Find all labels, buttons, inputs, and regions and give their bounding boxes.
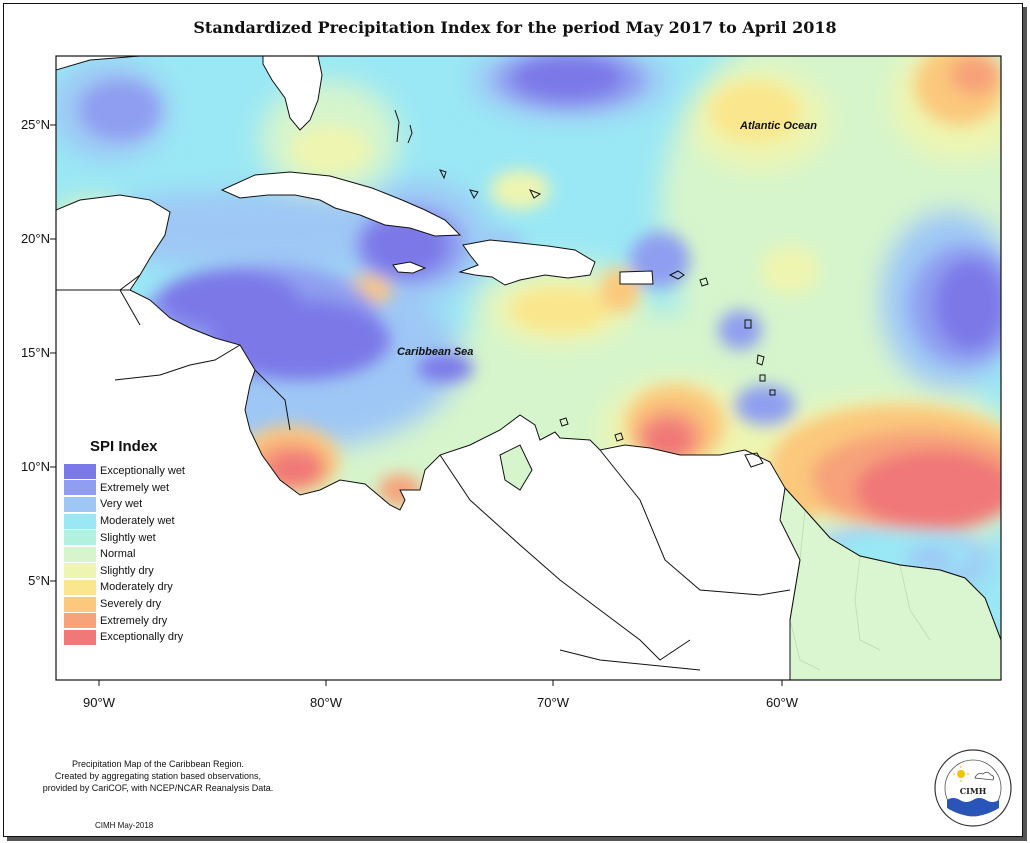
legend-label: Very wet xyxy=(100,498,143,511)
hispaniola xyxy=(458,239,596,286)
lon-tick-80w: 80°W xyxy=(310,695,342,710)
legend-label: Extremely dry xyxy=(100,614,168,627)
legend-swatch xyxy=(64,629,96,645)
map-border xyxy=(55,55,1002,681)
lat-tick-20n: 20°N xyxy=(20,231,50,246)
lat-tick-15n: 15°N xyxy=(20,345,50,360)
legend-label: Exceptionally dry xyxy=(100,631,184,644)
legend-swatch xyxy=(64,546,96,562)
legend-swatch xyxy=(64,530,96,546)
legend-item: Slightly wet xyxy=(64,529,185,546)
spi-field-intense xyxy=(80,56,1001,580)
legend-title: SPI Index xyxy=(90,438,158,455)
legend-label: Normal xyxy=(100,548,136,561)
legend-item: Slightly dry xyxy=(64,563,185,580)
legend-label: Severely dry xyxy=(100,598,162,611)
legend-swatch xyxy=(64,496,96,512)
inland-normal-zones xyxy=(499,444,1001,680)
legend-label: Slightly dry xyxy=(100,564,154,577)
legend-label: Slightly wet xyxy=(100,531,156,544)
lon-tick-90w: 90°W xyxy=(83,695,115,710)
legend-swatch xyxy=(64,463,96,479)
waves-icon xyxy=(947,798,999,816)
legend-item: Exceptionally dry xyxy=(64,629,185,646)
legend-item: Normal xyxy=(64,546,185,563)
legend-item: Severely dry xyxy=(64,596,185,613)
map-credit: CIMH May-2018 xyxy=(95,821,154,830)
legend-swatch xyxy=(64,579,96,595)
note-line: Precipitation Map of the Caribbean Regio… xyxy=(71,759,245,769)
legend-swatch xyxy=(64,563,96,579)
legend-item: Moderately dry xyxy=(64,579,185,596)
cimh-logo: CIMH xyxy=(934,749,1012,827)
cuba xyxy=(220,171,462,237)
puerto-rico xyxy=(619,270,654,285)
lat-tick-10n: 10°N xyxy=(20,459,50,474)
legend-label: Moderately wet xyxy=(100,515,175,528)
legend-item: Moderately wet xyxy=(64,513,185,530)
legend-item: Extremely dry xyxy=(64,612,185,629)
legend-swatch xyxy=(64,480,96,496)
atlantic-ocean-label: Atlantic Ocean xyxy=(740,120,818,132)
caribbean-sea-label: Caribbean Sea xyxy=(397,346,474,358)
legend-item: Exceptionally wet xyxy=(64,463,185,480)
note-line: provided by CariCOF, with NCEP/NCAR Rean… xyxy=(42,783,274,793)
small-islands xyxy=(394,109,776,468)
cloud-icon xyxy=(974,771,995,781)
legend-item: Very wet xyxy=(64,496,185,513)
lat-tick-25n: 25°N xyxy=(20,117,50,132)
legend-item: Extremely wet xyxy=(64,480,185,497)
legend-swatch xyxy=(64,613,96,629)
jamaica xyxy=(392,261,427,274)
lon-tick-70w: 70°W xyxy=(537,695,569,710)
sun-icon xyxy=(957,770,965,778)
note-line: Created by aggregating station based obs… xyxy=(54,771,262,781)
ticks xyxy=(50,124,783,686)
florida xyxy=(262,56,323,131)
legend-label: Exceptionally wet xyxy=(100,465,185,478)
lat-tick-5n: 5°N xyxy=(28,573,50,588)
legend-swatch xyxy=(64,513,96,529)
legend-label: Extremely wet xyxy=(100,481,170,494)
map-note: Precipitation Map of the Caribbean Regio… xyxy=(8,758,308,794)
lon-tick-60w: 60°W xyxy=(766,695,798,710)
spi-legend: SPI Index Exceptionally wet Extremely we… xyxy=(64,438,185,646)
gulf-coast xyxy=(56,56,141,71)
map-title: Standardized Precipitation Index for the… xyxy=(193,18,837,37)
logo-text: CIMH xyxy=(960,786,987,796)
legend-label: Moderately dry xyxy=(100,581,173,594)
legend-swatch xyxy=(64,596,96,612)
